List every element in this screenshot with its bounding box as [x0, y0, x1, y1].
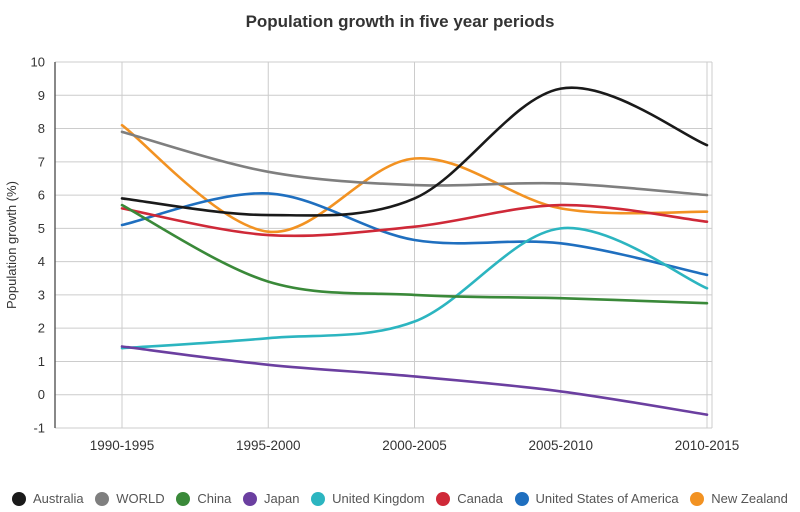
legend-dot-united-kingdom — [311, 491, 326, 506]
legend-item-united-states-of-america: United States of America — [514, 491, 679, 506]
legend-dot-australia — [12, 491, 26, 506]
legend-label: China — [197, 491, 232, 506]
legend-dot-canada — [436, 491, 451, 506]
legend-item-japan: Japan — [243, 491, 299, 506]
legend-dot-japan — [243, 491, 257, 506]
legend-dot-world — [95, 491, 110, 506]
legend-label: Australia — [33, 491, 84, 506]
legend-item-world: WORLD — [95, 491, 165, 506]
legend-label: WORLD — [116, 491, 165, 506]
y-tick-label: 7 — [38, 154, 45, 169]
y-tick-label: -1 — [33, 421, 45, 436]
y-tick-label: 0 — [38, 387, 45, 402]
y-tick-label: 6 — [38, 188, 45, 203]
x-tick-label: 2010-2015 — [675, 438, 740, 453]
legend-item-united-kingdom: United Kingdom — [311, 491, 425, 506]
legend-dot-china — [176, 491, 191, 506]
legend-label: United States of America — [535, 491, 679, 506]
series-line-world — [120, 130, 709, 197]
x-tick-label: 1990-1995 — [90, 438, 155, 453]
x-tick-label: 2000-2005 — [382, 438, 447, 453]
series-line-canada — [120, 203, 709, 238]
legend-item-new-zealand: New Zealand — [690, 491, 788, 506]
legend-item-australia: Australia — [12, 491, 84, 506]
legend-item-canada: Canada — [436, 491, 503, 506]
x-tick-label: 1995-2000 — [236, 438, 301, 453]
y-tick-label: 10 — [31, 55, 45, 70]
y-tick-label: 1 — [38, 354, 45, 369]
y-tick-label: 8 — [38, 121, 45, 136]
series-line-australia — [120, 86, 709, 217]
y-tick-label: 9 — [38, 88, 45, 103]
x-axis-ticks: 1990-1995 1995-2000 2000-2005 2005-2010 2010… — [90, 438, 740, 453]
series-line-new-zealand — [120, 123, 709, 234]
legend-dot-united-states-of-america — [514, 491, 529, 506]
legend-item-china: China — [176, 491, 231, 506]
legend-dot-new-zealand — [690, 491, 705, 506]
y-tick-label: 2 — [38, 321, 45, 336]
y-tick-label: 4 — [38, 254, 45, 269]
series-line-united-kingdom — [120, 226, 709, 350]
chart-title: Population growth in five year periods — [245, 12, 555, 31]
legend-label: United Kingdom — [332, 491, 425, 506]
legend-label: Japan — [264, 491, 300, 506]
x-tick-label: 2005-2010 — [528, 438, 593, 453]
y-tick-label: 5 — [38, 221, 45, 236]
y-tick-label: 3 — [38, 287, 45, 302]
series-line-united-states-of-america — [120, 192, 709, 277]
legend-label: New Zealand — [711, 491, 788, 506]
series-lines — [120, 86, 709, 416]
series-line-china — [120, 203, 709, 305]
legend: Australia WORLD China Japan United Kingdom Ca… — [0, 491, 800, 506]
series-line-japan — [120, 345, 709, 416]
legend-label: Canada — [457, 491, 503, 506]
